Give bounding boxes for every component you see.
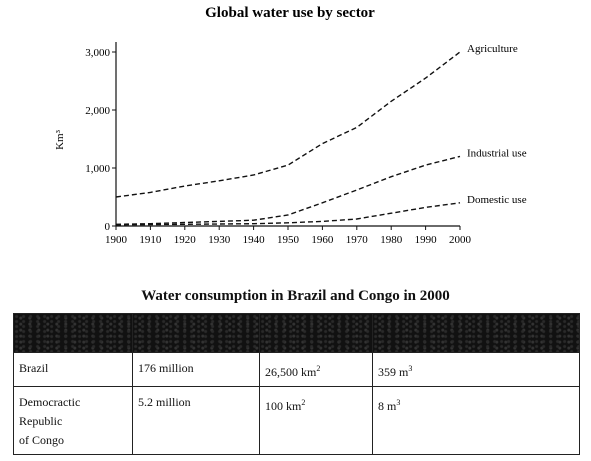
cell-population: 176 million	[132, 352, 260, 387]
line-chart: Global water use by sector Km³ 1900 1910 1…	[54, 5, 527, 246]
area-value: 26,500 km	[265, 365, 317, 379]
header-cell	[259, 313, 373, 353]
area-unit-sup: 2	[301, 398, 306, 407]
cell-area: 100 km2	[259, 386, 373, 455]
cell-consumption: 359 m3	[372, 352, 580, 387]
x-tick-label: 1950	[277, 234, 300, 246]
x-tick-label: 1970	[346, 234, 369, 246]
table-row: Brazil 176 million 26,500 km2 359 m3	[13, 352, 580, 387]
consumption-value: 359 m	[378, 365, 409, 379]
area-unit-sup: 2	[316, 364, 321, 373]
y-tick-label: 1,000	[85, 163, 110, 175]
x-tick-label: 1960	[311, 234, 334, 246]
cell-consumption: 8 m3	[372, 386, 580, 455]
y-tick-label: 2,000	[85, 105, 110, 117]
table-title: Water consumption in Brazil and Congo in…	[141, 288, 450, 304]
x-tick-label: 2000	[449, 234, 472, 246]
series-label: Industrial use	[467, 147, 527, 159]
series-label: Domestic use	[467, 194, 527, 206]
y-axis-label: Km³	[54, 129, 66, 150]
x-tick-label: 1910	[139, 234, 162, 246]
header-cell	[13, 313, 133, 353]
consumption-table: Brazil 176 million 26,500 km2 359 m3 Dem…	[13, 313, 580, 455]
cell-population: 5.2 million	[132, 386, 260, 455]
series-line-industrial-use	[115, 155, 461, 225]
cell-area: 26,500 km2	[259, 352, 373, 387]
header-cell	[372, 313, 580, 353]
series-line-agriculture	[115, 51, 461, 198]
x-tick-label: 1920	[174, 234, 197, 246]
x-tick-label: 1940	[243, 234, 266, 246]
x-tick-label: 1980	[380, 234, 403, 246]
cell-country: Democractic Republic of Congo	[13, 386, 133, 455]
x-tick-label: 1990	[415, 234, 438, 246]
consumption-unit-sup: 3	[396, 398, 401, 407]
table-header-row	[13, 313, 580, 353]
y-tick-label: 0	[105, 221, 111, 233]
area-value: 100 km	[265, 399, 302, 413]
table-row: Democractic Republic of Congo 5.2 millio…	[13, 386, 580, 455]
y-tick-label: 3,000	[85, 47, 110, 59]
x-tick-label: 1900	[105, 234, 128, 246]
series-line-domestic-use	[115, 202, 461, 226]
series-label: Agriculture	[467, 43, 518, 55]
header-cell	[132, 313, 260, 353]
consumption-value: 8 m	[378, 399, 397, 413]
consumption-unit-sup: 3	[408, 364, 413, 373]
chart-title: Global water use by sector	[205, 5, 375, 21]
x-tick-label: 1930	[208, 234, 231, 246]
cell-country: Brazil	[13, 352, 133, 387]
